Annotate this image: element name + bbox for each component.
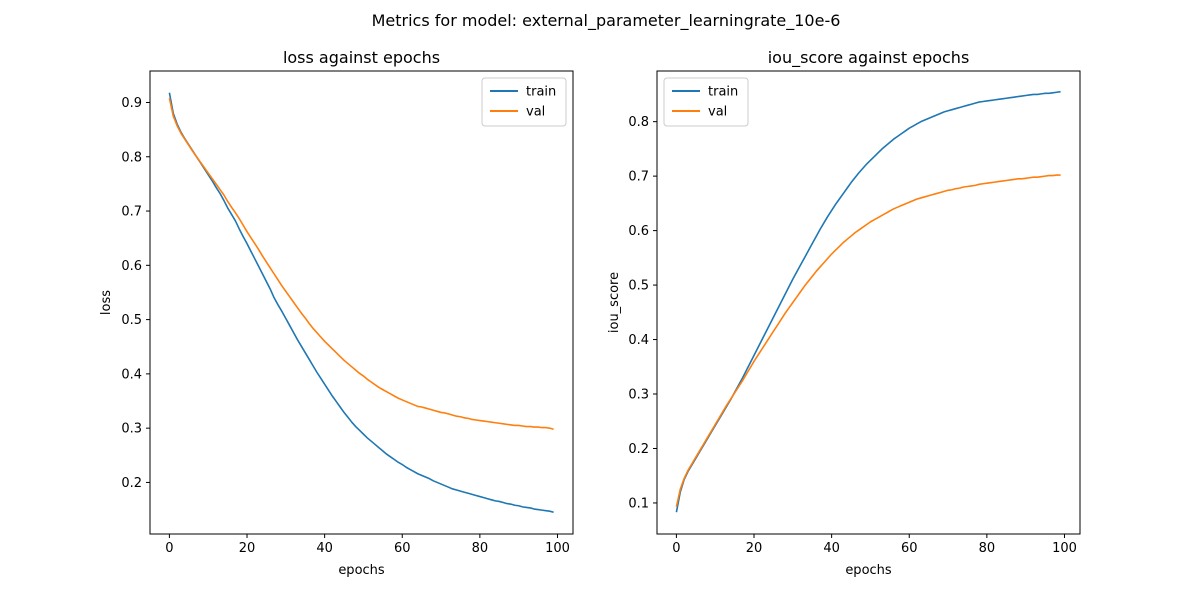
iou-x-tick-label: 60 xyxy=(901,541,918,556)
iou-y-tick-label: 0.6 xyxy=(628,224,649,239)
loss-y-tick-label: 0.7 xyxy=(121,205,142,220)
loss-axes-frame xyxy=(149,70,574,535)
loss-legend-label-val: val xyxy=(526,105,545,120)
loss-x-tick-label: 60 xyxy=(394,541,411,556)
iou-legend-label-train: train xyxy=(708,85,738,100)
loss-y-tick-label: 0.6 xyxy=(121,259,142,274)
iou-x-tick-label: 40 xyxy=(823,541,840,556)
loss-y-tick-label: 0.9 xyxy=(121,96,142,111)
figure-suptitle: Metrics for model: external_parameter_le… xyxy=(372,11,841,31)
loss-series-train-line xyxy=(168,92,554,514)
iou-y-tick-label: 0.5 xyxy=(628,279,649,294)
loss-x-axis-label: epochs xyxy=(338,563,385,578)
loss-x-tick-label: 40 xyxy=(316,541,333,556)
loss-y-tick-label: 0.4 xyxy=(121,367,142,382)
iou-y-tick-label: 0.7 xyxy=(628,170,649,185)
iou-x-tick-label: 0 xyxy=(672,541,680,556)
loss-chart: loss against epochs 0 20 40 60 80 100 0.2 0.3 0.4… xyxy=(99,48,574,578)
iou-x-tick-label: 20 xyxy=(746,541,763,556)
loss-x-tick-label: 80 xyxy=(472,541,489,556)
iou-y-tick-label: 0.4 xyxy=(628,333,649,348)
loss-y-tick-label: 0.8 xyxy=(121,150,142,165)
iou-y-tick-label: 0.1 xyxy=(628,496,649,511)
iou-y-tick-label: 0.3 xyxy=(628,388,649,403)
loss-series-val-line xyxy=(168,97,554,431)
loss-x-tick-label: 0 xyxy=(165,541,173,556)
loss-y-tick-label: 0.2 xyxy=(121,476,142,491)
loss-y-tick-label: 0.3 xyxy=(121,422,142,437)
iou-chart-title: iou_score against epochs xyxy=(768,48,970,68)
iou-x-tick-label: 100 xyxy=(1052,541,1077,556)
iou-axes-frame xyxy=(656,70,1081,535)
iou-series-val-line xyxy=(675,174,1061,507)
iou-y-tick-label: 0.2 xyxy=(628,442,649,457)
loss-chart-title: loss against epochs xyxy=(283,48,440,67)
iou-x-axis-label: epochs xyxy=(845,563,892,578)
loss-legend-label-train: train xyxy=(526,85,556,100)
iou-legend: train val xyxy=(663,77,749,127)
loss-y-axis-label: loss xyxy=(99,290,114,315)
iou-y-tick-label: 0.8 xyxy=(628,115,649,130)
iou-score-chart: iou_score against epochs 0 20 40 60 80 100 0.1 0… xyxy=(607,48,1081,578)
iou-series-train-line xyxy=(675,90,1061,513)
loss-y-tick-label: 0.5 xyxy=(121,313,142,328)
iou-y-axis-label: iou_score xyxy=(607,272,622,333)
loss-legend: train val xyxy=(481,77,567,127)
loss-x-tick-label: 20 xyxy=(239,541,256,556)
iou-x-tick-label: 80 xyxy=(979,541,996,556)
loss-x-tick-label: 100 xyxy=(545,541,570,556)
iou-legend-label-val: val xyxy=(708,105,727,120)
